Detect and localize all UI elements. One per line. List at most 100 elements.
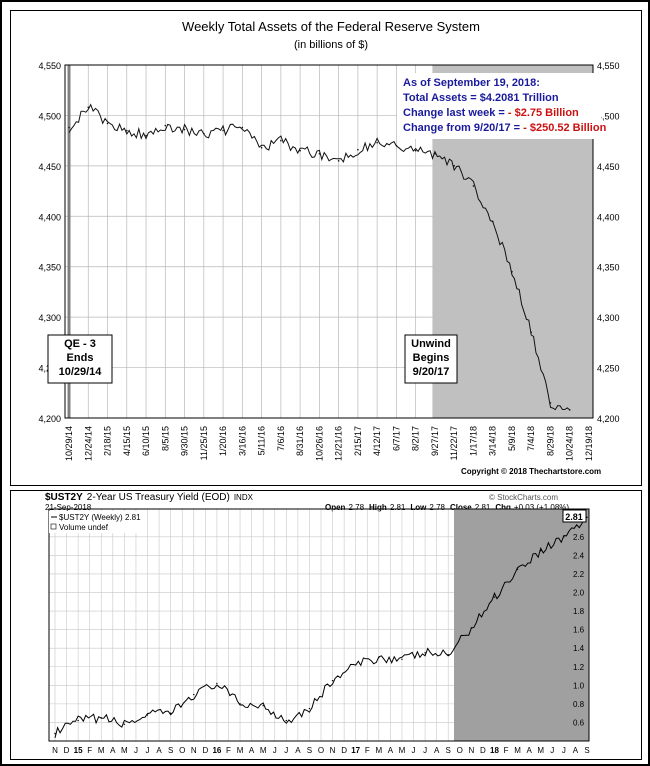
x-tick-label: A — [110, 746, 116, 755]
y-tick-label: 1.0 — [573, 681, 585, 690]
x-tick-label: S — [584, 746, 589, 755]
x-tick-label: S — [307, 746, 312, 755]
last-value-tag: 2.81 — [562, 509, 587, 523]
y-tick-label-right: 4,450 — [597, 162, 620, 172]
x-tick-label: F — [365, 746, 370, 755]
fed-data-point — [125, 129, 128, 132]
ohlc-chg: +0.03 (+1.08%) — [514, 503, 569, 512]
yield-data-point — [169, 712, 172, 714]
x-tick-label: D — [341, 746, 347, 755]
yield-data-point — [470, 627, 473, 629]
y-tick-label-right: 4,350 — [597, 263, 620, 273]
yield-data-point — [401, 658, 403, 661]
y-tick-label-left: 4,550 — [38, 61, 61, 71]
info-change-year: Change from 9/20/17 = - $250.52 Billion — [403, 122, 607, 134]
info-total-assets: Total Assets = $4.2081 Trillion — [403, 92, 559, 104]
y-tick-label: 1.4 — [573, 644, 585, 653]
x-tick-label: O — [318, 746, 324, 755]
x-tick-label: M — [375, 746, 382, 755]
qe-annotation-line3: 10/29/14 — [59, 366, 103, 378]
yield-unwind-shade — [454, 509, 589, 741]
x-tick-label: O — [179, 746, 185, 755]
x-tick-label: F — [226, 746, 231, 755]
y-tick-label-right: 4,550 — [597, 61, 620, 71]
y-tick-label: 1.6 — [573, 626, 585, 635]
x-tick-label: M — [237, 746, 244, 755]
x-tick-label: D — [480, 746, 486, 755]
fed-data-point — [260, 146, 263, 149]
yield-data-point — [540, 550, 542, 552]
x-tick-label: 8/31/16 — [295, 426, 305, 456]
x-tick-label: M — [260, 746, 267, 755]
unwind-annotation-line1: Unwind — [411, 338, 451, 350]
fed-plot-area — [64, 64, 594, 419]
yield-data-point — [308, 707, 311, 710]
yield-data-point — [516, 568, 519, 571]
fed-data-point — [357, 148, 359, 151]
yield-data-point — [146, 714, 149, 716]
qe-annotation-line1: QE - 3 — [64, 338, 96, 350]
info-box-background — [397, 73, 601, 139]
copyright-text: Copyright © 2018 Thechartstore.com — [461, 467, 601, 476]
fed-data-point — [414, 149, 417, 152]
x-tick-label: J — [146, 746, 150, 755]
fed-data-point — [318, 152, 321, 155]
x-tick-label: F — [87, 746, 92, 755]
x-tick-label: 8/5/15 — [160, 426, 170, 451]
x-tick-label: A — [249, 746, 255, 755]
yield-date: 21-Sep-2018 — [45, 503, 92, 512]
x-tick-label: 7/6/16 — [276, 426, 286, 451]
y-tick-label: 0.8 — [573, 700, 585, 709]
yield-data-point — [193, 693, 195, 696]
x-tick-label: M — [98, 746, 105, 755]
y-tick-label-left: 4,400 — [38, 212, 61, 222]
x-tick-label: S — [446, 746, 451, 755]
x-tick-label: A — [295, 746, 301, 755]
x-tick-label: F — [504, 746, 509, 755]
fed-assets-line — [68, 103, 571, 411]
x-tick-label: 2/18/15 — [103, 426, 113, 456]
ohlc-low-label: Low — [410, 503, 427, 512]
treasury-yield-chart-panel: $UST2Y 2-Year US Treasury Yield (EOD) INDX… — [10, 490, 642, 760]
x-tick-label: 6/7/17 — [391, 426, 401, 451]
treasury-yield-chart: $UST2Y 2-Year US Treasury Yield (EOD) INDX… — [11, 491, 641, 755]
x-tick-label: J — [562, 746, 566, 755]
x-tick-label: 5/11/16 — [257, 426, 267, 455]
yield-data-point — [54, 732, 56, 735]
x-tick-label: M — [121, 746, 128, 755]
yield-data-point — [100, 717, 102, 719]
y-tick-label-left: 4,500 — [38, 111, 61, 121]
x-tick-label: 10/26/16 — [314, 426, 324, 461]
fed-data-point — [376, 141, 378, 144]
yield-legend-background — [49, 511, 139, 533]
yield-data-point — [424, 652, 426, 654]
unwind-annotation: Unwind Begins 9/20/17 — [404, 334, 458, 384]
yield-data-point — [563, 536, 565, 538]
x-tick-label: 16 — [212, 746, 221, 755]
unwind-annotation-line3: 9/20/17 — [413, 366, 450, 378]
info-change-week-value: - $2.75 Billion — [508, 107, 579, 119]
fed-data-point — [203, 132, 205, 135]
x-tick-label: J — [550, 746, 554, 755]
y-tick-label-right: 4,300 — [597, 313, 620, 323]
yield-exchange: INDX — [234, 493, 254, 502]
qe-annotation: QE - 3 Ends 10/29/14 — [47, 334, 113, 384]
x-tick-label: 1/17/18 — [468, 426, 478, 456]
x-tick-label: N — [330, 746, 336, 755]
y-tick-label-left: 4,450 — [38, 162, 61, 172]
yield-data-point — [262, 705, 264, 707]
x-tick-label: J — [412, 746, 416, 755]
x-tick-label: J — [284, 746, 288, 755]
fed-data-point — [222, 129, 224, 132]
y-tick-label: 1.8 — [573, 607, 585, 616]
last-value-box — [562, 509, 587, 523]
info-title: As of September 19, 2018: — [403, 77, 540, 89]
yield-data-point — [77, 719, 79, 722]
fed-chart-subtitle: (in billions of $) — [294, 39, 368, 51]
yield-data-point — [331, 679, 334, 682]
fed-data-point — [87, 106, 90, 109]
x-tick-label: 11/25/15 — [199, 426, 209, 460]
info-change-year-label: Change from 9/20/17 = — [403, 122, 523, 134]
x-tick-label: 11/22/17 — [449, 426, 459, 460]
x-tick-label: S — [168, 746, 173, 755]
